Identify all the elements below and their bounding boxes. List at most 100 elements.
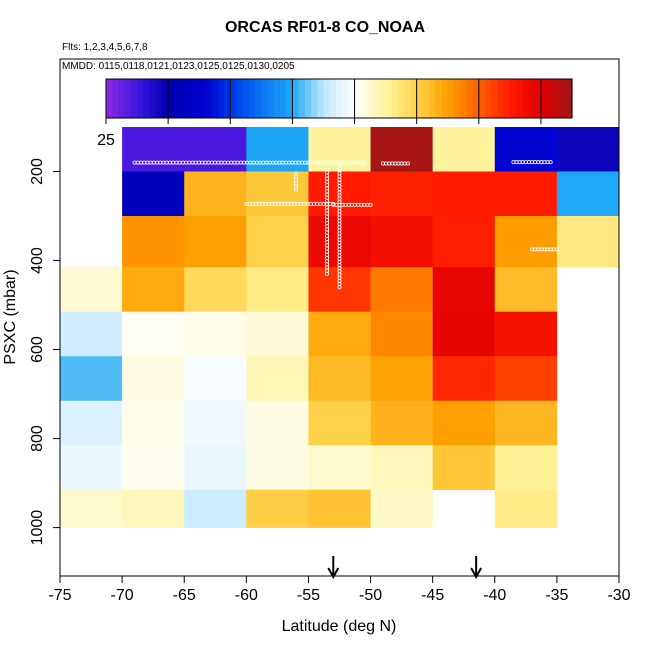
heatmap-cell <box>308 356 371 402</box>
track-point <box>548 160 553 165</box>
y-tick-label: 1000 <box>29 510 46 546</box>
colorbar-segment <box>509 79 517 118</box>
colorbar-segment <box>242 79 250 118</box>
heatmap-cell <box>308 445 371 491</box>
heatmap-cell <box>432 127 496 172</box>
heatmap-cell <box>494 400 558 446</box>
colorbar-segment <box>286 79 293 118</box>
colorbar-segment <box>559 79 567 118</box>
colorbar-segment <box>540 79 548 118</box>
heatmap-cell <box>494 489 558 528</box>
heatmap-cell <box>432 311 496 357</box>
heatmap-cell <box>432 171 496 217</box>
y-tick-label: 400 <box>29 247 46 274</box>
heatmap-cell <box>246 356 309 402</box>
colorbar-segment <box>311 79 318 118</box>
y-axis: 200 400 600 800 1000 <box>29 158 60 545</box>
heatmap-cell <box>246 267 309 313</box>
x-tick-label: -50 <box>359 587 382 604</box>
heatmap-cell <box>370 311 433 357</box>
heatmap-cell <box>60 311 123 357</box>
x-tick-label: -40 <box>483 587 506 604</box>
track-point <box>405 161 410 166</box>
heatmap-cell <box>246 400 309 446</box>
heatmap-cell <box>556 216 620 268</box>
heatmap-cell <box>308 489 371 528</box>
heatmap-cell <box>370 171 433 217</box>
x-tick-label: -65 <box>173 587 196 604</box>
track-point <box>294 187 299 192</box>
colorbar-segment <box>547 79 554 118</box>
colorbar-segment <box>478 79 486 118</box>
colorbar-segment <box>404 79 412 118</box>
flight-track-points <box>132 160 559 290</box>
heatmap-cell <box>556 127 620 172</box>
colorbar-segment <box>224 79 231 118</box>
colorbar-segment <box>329 79 337 118</box>
x-tick-label: -30 <box>607 587 630 604</box>
chart-title: ORCAS RF01-8 CO_NOAA <box>224 19 426 36</box>
heatmap-cell <box>494 445 558 491</box>
colorbar-segment <box>360 79 368 118</box>
heatmap-cell <box>122 356 185 402</box>
heatmap-cell <box>432 267 496 313</box>
colorbar-segment <box>335 79 343 118</box>
latitude-markers <box>327 556 483 580</box>
colorbar-tick-label: 25 <box>97 132 115 149</box>
heatmap-cell <box>494 171 558 217</box>
heatmap-cell <box>370 489 433 528</box>
heatmap-cell <box>494 216 558 268</box>
colorbar-segment <box>130 79 138 118</box>
heatmap-cell <box>370 445 433 491</box>
flights-note: Flts: 1,2,3,4,5,6,7,8 <box>62 42 148 53</box>
heatmap-cell <box>184 311 247 357</box>
track-point <box>362 160 367 165</box>
colorbar-segment <box>261 79 269 118</box>
heatmap-cell <box>122 267 185 313</box>
heatmap-cell <box>122 127 185 172</box>
marker-arrow-head <box>470 567 483 580</box>
heatmap-cell <box>370 356 433 402</box>
y-tick-label: 600 <box>29 336 46 363</box>
colorbar-segment <box>485 79 492 118</box>
colorbar-segment <box>149 79 157 118</box>
colorbar-segment <box>143 79 151 118</box>
colorbar-segment <box>298 79 306 118</box>
heatmap-cell <box>246 127 309 172</box>
colorbar-segment <box>304 79 312 118</box>
heatmap-cell <box>494 356 558 402</box>
heatmap-cell <box>184 267 247 313</box>
colorbar-segment <box>292 79 300 118</box>
heatmap-cell <box>122 489 185 528</box>
heatmap-cell <box>122 171 185 217</box>
heatmap-cell <box>370 400 433 446</box>
heatmap-cell <box>246 171 309 217</box>
x-tick-label: -35 <box>545 587 568 604</box>
colorbar-segment <box>503 79 511 118</box>
colorbar-segment <box>466 79 474 118</box>
colorbar-segment <box>168 79 175 118</box>
x-tick-label: -55 <box>297 587 320 604</box>
x-tick-label: -75 <box>48 587 71 604</box>
colorbar-segment <box>491 79 499 118</box>
heatmap-cell <box>246 216 309 268</box>
colorbar-segment <box>106 79 113 118</box>
colorbar-segment <box>447 79 455 118</box>
colorbar-segment <box>565 79 573 118</box>
heatmap-cell <box>60 445 123 491</box>
heatmap-cell <box>308 267 371 313</box>
track-point <box>368 202 373 207</box>
heatmap-cell <box>246 311 309 357</box>
heatmap-cell <box>184 127 247 172</box>
heatmap-cell <box>60 267 123 313</box>
colorbar-segment <box>373 79 380 118</box>
x-tick-label: -60 <box>235 587 258 604</box>
colorbar-segment <box>137 79 144 118</box>
heatmap-cell <box>184 489 247 528</box>
y-axis-label: PSXC (mbar) <box>2 269 19 364</box>
colorbar-segment <box>236 79 244 118</box>
colorbar-segment <box>155 79 163 118</box>
colorbar-segment <box>410 79 418 118</box>
colorbar-segment <box>472 79 480 118</box>
